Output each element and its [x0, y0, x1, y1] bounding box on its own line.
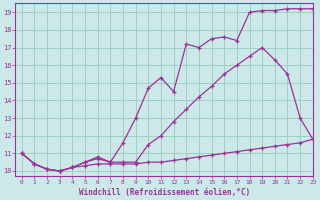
- X-axis label: Windchill (Refroidissement éolien,°C): Windchill (Refroidissement éolien,°C): [78, 188, 250, 197]
